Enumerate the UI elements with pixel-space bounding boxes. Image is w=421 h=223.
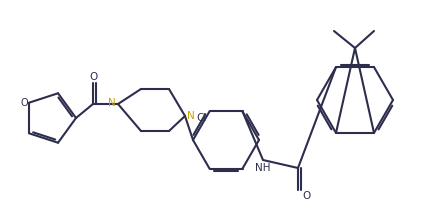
Text: N: N [187,111,195,121]
Text: O: O [89,72,97,82]
Text: NH: NH [255,163,271,173]
Text: N: N [108,98,116,108]
Text: O: O [20,98,28,108]
Text: O: O [302,191,310,201]
Text: Cl: Cl [196,114,206,123]
